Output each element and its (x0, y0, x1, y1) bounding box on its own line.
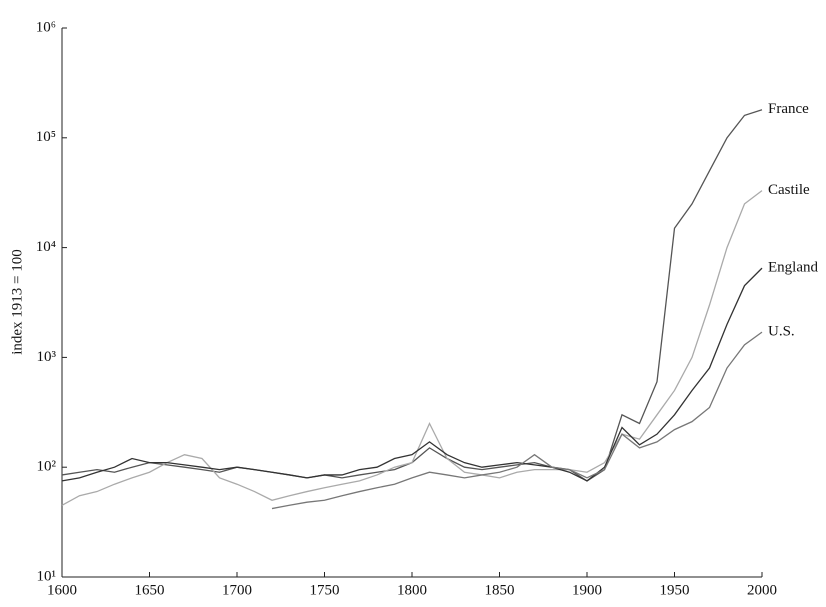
series-label: Castile (768, 182, 810, 198)
y-tick-label: 10⁵ (36, 129, 56, 145)
series-line (61, 109, 763, 482)
y-tick-label: 10⁶ (36, 19, 56, 35)
x-tick-label: 1750 (310, 582, 340, 598)
series-label: England (768, 260, 818, 276)
series-line (61, 190, 763, 506)
x-tick-label: 1850 (485, 582, 515, 598)
series-label: U.S. (768, 324, 795, 340)
x-tick-label: 1900 (572, 582, 602, 598)
series-line (271, 331, 763, 510)
x-tick-label: 1950 (660, 582, 690, 598)
x-tick-label: 1600 (47, 582, 77, 598)
x-tick-label: 1700 (222, 582, 252, 598)
y-tick-label: 10² (37, 459, 57, 475)
x-tick-label: 2000 (747, 582, 777, 598)
series-label: France (768, 101, 809, 117)
y-tick-label: 10⁴ (36, 239, 56, 255)
x-tick-label: 1800 (397, 582, 427, 598)
y-tick-label: 10³ (37, 349, 57, 365)
series-line (61, 267, 763, 482)
x-tick-label: 1650 (135, 582, 165, 598)
y-tick-label: 10¹ (37, 568, 57, 584)
y-axis-label: index 1913 = 100 (9, 249, 25, 355)
